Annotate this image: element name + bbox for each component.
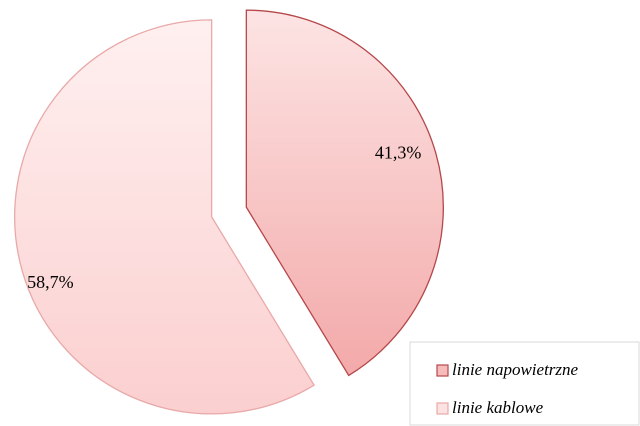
legend-swatch bbox=[436, 364, 449, 377]
data-label: 58,7% bbox=[27, 272, 74, 292]
pie-slice bbox=[14, 19, 315, 415]
data-label: 41,3% bbox=[375, 143, 422, 163]
legend-label: linie napowietrzne bbox=[452, 360, 579, 379]
legend-label: linie kablowe bbox=[452, 398, 544, 417]
legend: linie napowietrzne linie kablowe bbox=[436, 360, 579, 417]
legend-swatch bbox=[436, 402, 449, 415]
pie-slice bbox=[245, 9, 444, 377]
pie: 41,3% 58,7% bbox=[14, 9, 444, 415]
